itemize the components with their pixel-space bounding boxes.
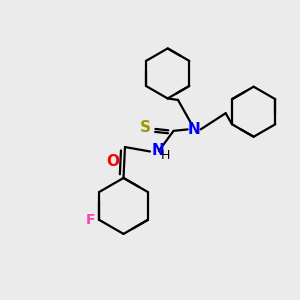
Text: N: N <box>152 143 164 158</box>
Text: F: F <box>85 213 95 227</box>
Text: N: N <box>188 122 200 137</box>
Text: O: O <box>106 154 119 169</box>
Text: S: S <box>140 120 151 135</box>
Text: H: H <box>161 148 171 161</box>
